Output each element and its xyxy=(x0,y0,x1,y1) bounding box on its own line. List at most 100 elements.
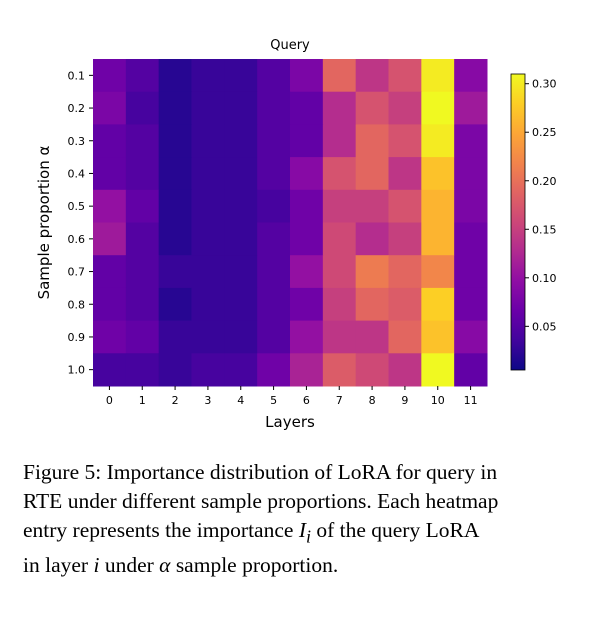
heatmap-cell xyxy=(290,255,324,289)
colorbar-tick-label: 0.05 xyxy=(532,320,557,333)
heatmap-cell xyxy=(355,320,389,354)
heatmap-cell xyxy=(158,59,192,93)
heatmap-cell xyxy=(454,59,488,93)
colorbar-tick-label: 0.20 xyxy=(532,175,557,188)
x-tick-label: 0 xyxy=(106,394,113,407)
x-tick-label: 8 xyxy=(369,394,376,407)
y-tick-label: 0.5 xyxy=(68,200,86,213)
heatmap-cell xyxy=(125,222,160,256)
heatmap-cell xyxy=(322,59,357,93)
heatmap-cell xyxy=(421,91,455,125)
y-tick-label: 0.9 xyxy=(68,331,86,344)
heatmap-cell xyxy=(290,189,324,223)
heatmap-cell xyxy=(355,287,389,322)
y-axis-label: Sample proportion α xyxy=(35,145,53,299)
heatmap-cell xyxy=(191,222,225,256)
x-tick-label: 2 xyxy=(172,394,179,407)
chart-title: Query xyxy=(270,38,310,53)
heatmap-cell xyxy=(355,255,389,289)
heatmap-cell xyxy=(191,124,225,158)
heatmap-cell xyxy=(454,124,488,158)
heatmap-cell xyxy=(224,91,258,125)
heatmap-cell xyxy=(355,353,389,387)
heatmap-cell xyxy=(322,157,357,191)
heatmap-cell xyxy=(421,59,455,93)
heatmap-cell xyxy=(388,287,422,322)
heatmap-cell xyxy=(158,320,192,354)
heatmap-cell xyxy=(355,91,389,125)
heatmap-cell xyxy=(125,157,160,191)
x-tick-label: 1 xyxy=(139,394,146,407)
heatmap-cell xyxy=(454,287,488,322)
heatmap-cell xyxy=(125,287,160,322)
colorbar-gradient xyxy=(510,73,526,371)
heatmap-cell xyxy=(224,353,258,387)
y-tick-label: 0.7 xyxy=(68,266,86,279)
heatmap-cell xyxy=(290,124,324,158)
heatmap-cell xyxy=(388,189,422,223)
heatmap-cell xyxy=(93,124,127,158)
heatmap-cell xyxy=(125,255,160,289)
heatmap-cell xyxy=(257,353,291,387)
heatmap-cell xyxy=(454,320,488,354)
y-tick-label: 0.8 xyxy=(68,298,86,311)
heatmap-cell xyxy=(322,287,357,322)
heatmap-cell xyxy=(158,91,192,125)
y-tick-label: 0.3 xyxy=(68,135,86,148)
heatmap-cell xyxy=(454,353,488,387)
x-tick-label: 3 xyxy=(204,394,211,407)
heatmap-cell xyxy=(257,189,291,223)
heatmap-cell xyxy=(191,353,225,387)
colorbar-tick-label: 0.15 xyxy=(532,223,557,236)
heatmap-cell xyxy=(191,157,225,191)
heatmap-cell xyxy=(454,255,488,289)
y-tick-label: 0.2 xyxy=(68,102,86,115)
heatmap-cell xyxy=(322,91,357,125)
heatmap-cell xyxy=(158,157,192,191)
heatmap-cell xyxy=(257,157,291,191)
x-tick-label: 5 xyxy=(270,394,277,407)
caption-line: entry represents the importance Ii of th… xyxy=(23,518,480,547)
heatmap-cell xyxy=(355,157,389,191)
heatmap-cell xyxy=(322,255,357,289)
heatmap-cell xyxy=(355,59,389,93)
heatmap-cell xyxy=(191,255,225,289)
heatmap-cell xyxy=(421,255,455,289)
heatmap-cell xyxy=(191,189,225,223)
heatmap-cell xyxy=(93,59,127,93)
heatmap-cell xyxy=(454,157,488,191)
heatmap-cell xyxy=(224,255,258,289)
heatmap-cell xyxy=(93,320,127,354)
heatmap-cell xyxy=(93,222,127,256)
x-tick-label: 6 xyxy=(303,394,310,407)
caption-line: in layer i under α sample proportion. xyxy=(23,553,339,578)
heatmap-cell xyxy=(158,222,192,256)
heatmap-cell xyxy=(355,124,389,158)
x-tick-label: 4 xyxy=(237,394,244,407)
heatmap-cell xyxy=(93,353,127,387)
heatmap-cell xyxy=(388,157,422,191)
heatmap-cell xyxy=(224,189,258,223)
heatmap-cell xyxy=(158,255,192,289)
heatmap-cell xyxy=(125,91,160,125)
heatmap-cell xyxy=(257,222,291,256)
y-tick-label: 1.0 xyxy=(68,364,86,377)
heatmap-cells xyxy=(93,59,488,387)
heatmap-cell xyxy=(125,320,160,354)
heatmap-cell xyxy=(224,320,258,354)
heatmap-cell xyxy=(421,157,455,191)
heatmap-cell xyxy=(290,353,324,387)
heatmap-cell xyxy=(454,189,488,223)
heatmap-cell xyxy=(257,287,291,322)
heatmap-cell xyxy=(93,287,127,322)
heatmap-cell xyxy=(191,91,225,125)
heatmap-cell xyxy=(191,287,225,322)
y-tick-label: 0.1 xyxy=(68,69,86,82)
heatmap-cell xyxy=(125,59,160,93)
heatmap-cell xyxy=(454,91,488,125)
heatmap-cell xyxy=(290,222,324,256)
heatmap-cell xyxy=(224,222,258,256)
heatmap-cell xyxy=(421,320,455,354)
heatmap-cell xyxy=(322,189,357,223)
heatmap-figure: Query 0 1 2 3 4 5 6 7 8 9 10 11 0.10.20.30.40.50.60… xyxy=(35,38,557,431)
